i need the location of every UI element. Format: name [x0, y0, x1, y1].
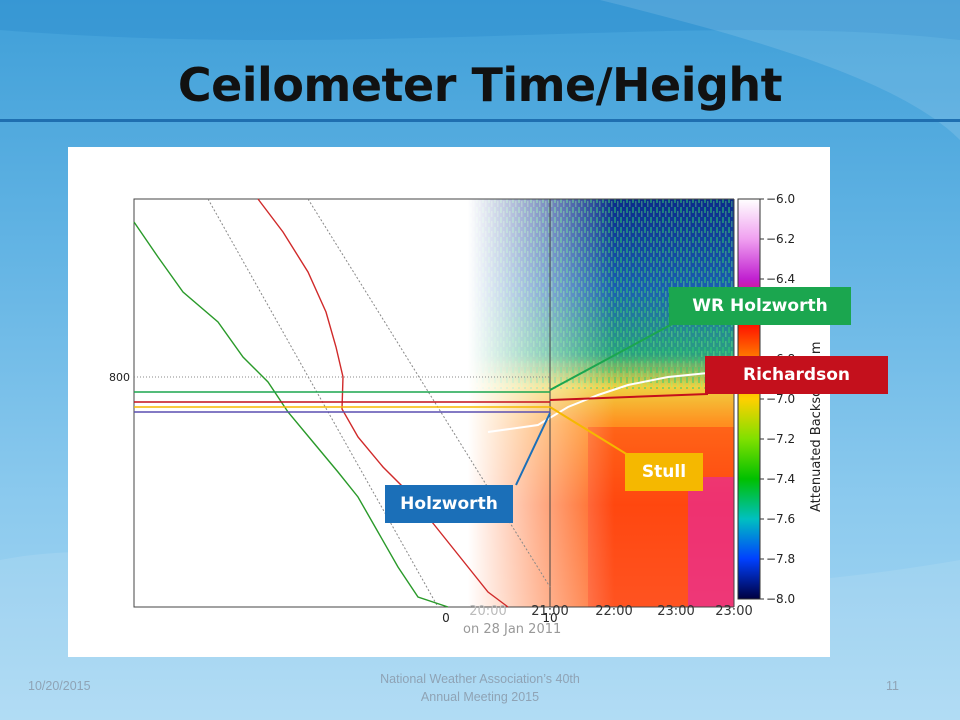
callout-stull: Stull	[625, 453, 703, 491]
footer-center-line1: National Weather Association’s 40th	[380, 672, 580, 686]
x-tick-profile-10: 10	[542, 611, 557, 625]
callout-stull-label: Stull	[641, 462, 687, 482]
callout-holzworth: Holzworth	[385, 485, 513, 523]
footer-date: 10/20/2015	[28, 679, 91, 693]
stull-connector	[549, 406, 629, 456]
richardson-connector	[549, 393, 709, 401]
wr-holzworth-connector	[549, 321, 677, 391]
x-tick-time-3: 22:00	[595, 604, 632, 619]
colorbar-tick-label: −6.4	[766, 272, 795, 286]
ceilometer-plot: −6.0−6.2−6.4−6.6−6.8−7.0−7.2−7.4−7.6−7.8…	[109, 192, 824, 637]
colorbar	[737, 198, 761, 600]
x-tick-profile-0: 0	[442, 611, 450, 625]
colorbar-ticks: −6.0−6.2−6.4−6.6−6.8−7.0−7.2−7.4−7.6−7.8…	[760, 192, 795, 606]
footer-center-line2: Annual Meeting 2015	[420, 690, 540, 704]
colorbar-tick-label: −7.6	[766, 512, 795, 526]
colorbar-tick-label: −7.0	[766, 392, 795, 406]
red-profile	[257, 198, 509, 608]
colorbar-tick-label: −7.4	[766, 472, 795, 486]
x-tick-time-1: 20:00	[469, 604, 506, 619]
colorbar-tick-label: −6.0	[766, 192, 795, 206]
x-tick-time-2: 21:00	[531, 604, 568, 619]
backscatter-heatmap	[468, 199, 735, 607]
x-tick-time-4: 23:00	[657, 604, 694, 619]
ceilometer-figure: −6.0−6.2−6.4−6.6−6.8−7.0−7.2−7.4−7.6−7.8…	[68, 147, 830, 657]
date-label: on 28 Jan 2011	[463, 622, 561, 637]
green-profile	[133, 221, 449, 608]
title-divider	[0, 119, 960, 122]
x-tick-time-5: 23:00	[715, 604, 752, 619]
colorbar-tick-label: −8.0	[766, 592, 795, 606]
footer-center: National Weather Association’s 40th Annu…	[330, 670, 630, 706]
callout-wr-holzworth: WR Holzworth	[669, 287, 851, 325]
page-number: 11	[886, 679, 899, 693]
callout-wr-holzworth-label: WR Holzworth	[692, 296, 828, 316]
callout-richardson-label: Richardson	[742, 365, 851, 385]
holzworth-connector	[515, 412, 551, 486]
callout-holzworth-label: Holzworth	[400, 494, 498, 514]
slide-title: Ceilometer Time/Height	[177, 58, 783, 112]
callout-richardson: Richardson	[705, 356, 888, 394]
colorbar-tick-label: −7.2	[766, 432, 795, 446]
colorbar-tick-label: −6.2	[766, 232, 795, 246]
colorbar-tick-label: −7.8	[766, 552, 795, 566]
y-tick-800: 800	[109, 371, 130, 384]
